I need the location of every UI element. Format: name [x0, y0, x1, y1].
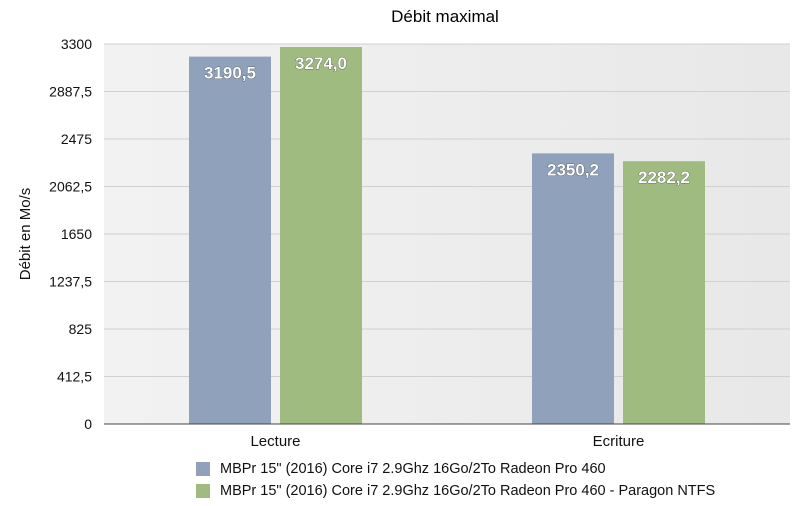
x-category-label: Lecture	[250, 433, 300, 450]
y-tick-label: 412,5	[57, 369, 92, 385]
data-label: 3274,0	[295, 54, 347, 73]
data-label: 2282,2	[638, 168, 690, 187]
legend-label: MBPr 15" (2016) Core i7 2.9Ghz 16Go/2To …	[220, 461, 606, 477]
y-axis-label: Débit en Mo/s	[17, 188, 34, 281]
y-tick-label: 3300	[61, 36, 92, 52]
data-label: 2350,2	[547, 160, 599, 179]
legend-swatch	[196, 484, 210, 498]
legend-item: MBPr 15" (2016) Core i7 2.9Ghz 16Go/2To …	[196, 480, 715, 502]
y-tick-label: 1237,5	[49, 274, 92, 290]
data-label: 3190,5	[204, 64, 256, 83]
bar	[189, 56, 271, 424]
legend-swatch	[196, 462, 210, 476]
x-axis-categories: Lecture Ecriture	[250, 433, 644, 450]
y-tick-label: 825	[69, 321, 93, 337]
legend: MBPr 15" (2016) Core i7 2.9Ghz 16Go/2To …	[196, 458, 715, 502]
y-tick-label: 1650	[61, 226, 92, 242]
x-category-label: Ecriture	[593, 433, 645, 450]
y-tick-label: 2887,5	[49, 84, 92, 100]
y-tick-label: 2475	[61, 131, 92, 147]
chart-title: Débit maximal	[391, 7, 499, 26]
y-tick-label: 2062,5	[49, 179, 92, 195]
bar	[280, 46, 362, 425]
bars: 3190,5 3274,0 2350,2 2282,2	[189, 46, 705, 425]
legend-item: MBPr 15" (2016) Core i7 2.9Ghz 16Go/2To …	[196, 458, 715, 480]
legend-label: MBPr 15" (2016) Core i7 2.9Ghz 16Go/2To …	[220, 483, 716, 499]
bar	[623, 161, 705, 424]
bar	[532, 153, 614, 424]
y-tick-label: 0	[84, 416, 92, 432]
y-axis-ticks: 0 412,5 825 1237,5 1650 2062,5 2475 2887,5 3300	[49, 36, 92, 432]
